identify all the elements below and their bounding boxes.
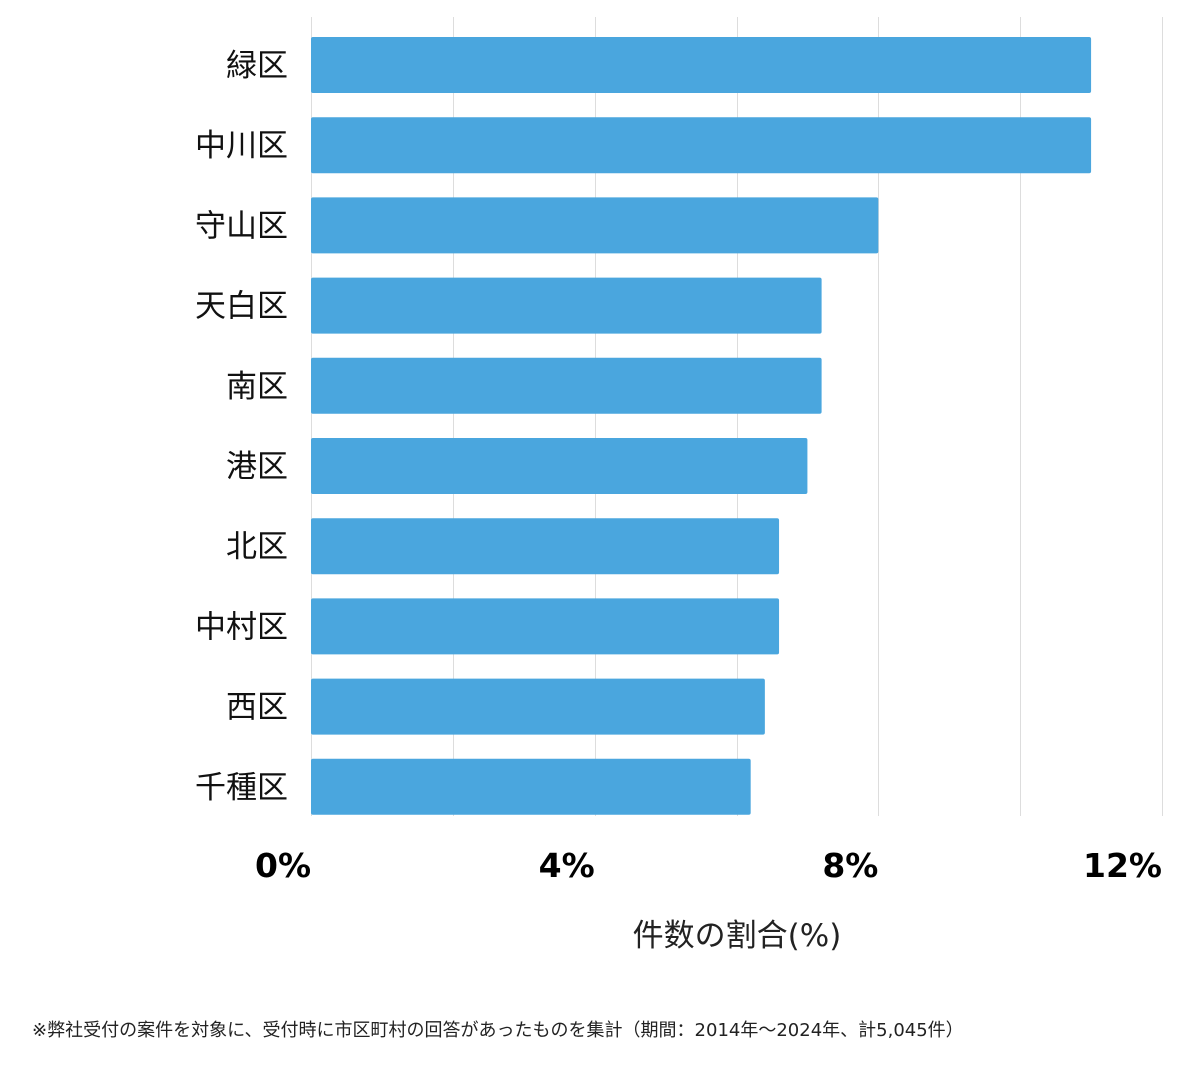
bar: [311, 117, 1092, 174]
category-label: 千種区: [195, 770, 288, 806]
bar: [311, 438, 808, 494]
footnote: ※弊社受付の案件を対象に、受付時に市区町村の回答があったものを集計（期間：201…: [32, 1020, 964, 1041]
bar: [311, 277, 822, 334]
category-label: 西区: [226, 690, 288, 726]
x-axis-title: 件数の割合(%): [633, 918, 842, 954]
x-tick-label: 0%: [255, 846, 311, 885]
bar: [311, 758, 751, 815]
bar: [311, 678, 765, 735]
category-label: 北区: [226, 529, 288, 565]
bars: [311, 37, 1092, 815]
category-label: 中川区: [195, 128, 288, 164]
category-label: 中村区: [195, 609, 288, 645]
category-label: 天白区: [195, 289, 288, 325]
bar: [311, 197, 879, 254]
x-tick-label: 12%: [1083, 846, 1162, 885]
x-tick-label: 8%: [822, 846, 878, 885]
bar: [311, 598, 780, 655]
x-tick-labels: 0% 4% 8% 12%: [255, 846, 1162, 885]
category-label: 港区: [226, 449, 288, 485]
category-label: 守山区: [195, 208, 288, 244]
bar: [311, 37, 1092, 93]
x-tick-label: 4%: [539, 846, 595, 885]
category-label: 緑区: [226, 48, 288, 84]
bar: [311, 518, 780, 575]
category-label: 南区: [226, 369, 288, 405]
bar: [311, 357, 822, 414]
